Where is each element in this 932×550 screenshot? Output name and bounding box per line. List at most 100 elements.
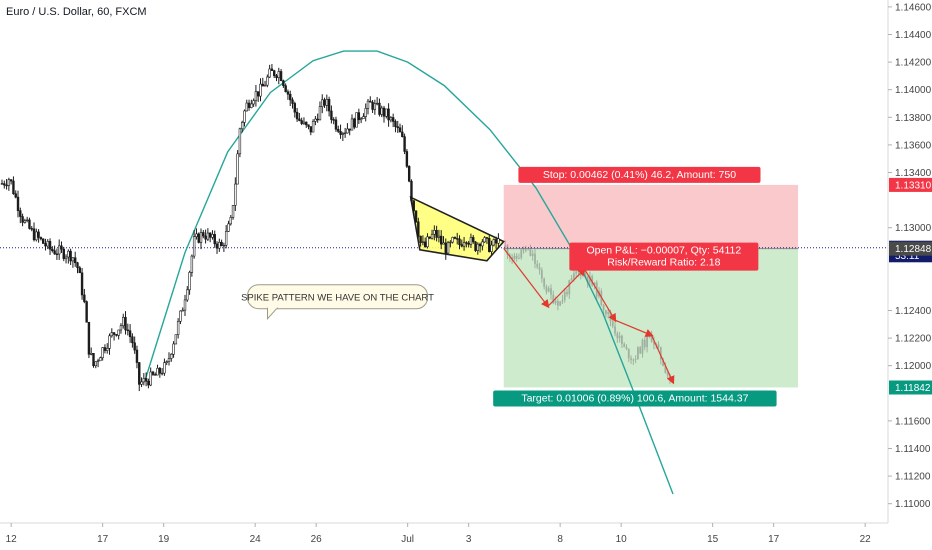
candle xyxy=(144,372,148,387)
ghost-candle xyxy=(568,279,571,299)
candle xyxy=(252,98,255,107)
candle-body xyxy=(7,179,11,186)
ghost-candle-body xyxy=(666,372,669,376)
time-tick-label: 19 xyxy=(158,534,170,545)
candle-body xyxy=(330,110,333,120)
candle xyxy=(343,127,347,138)
candle-body xyxy=(238,128,242,155)
candle xyxy=(158,366,162,378)
time-tick: 8 xyxy=(557,523,563,545)
candle xyxy=(83,288,86,304)
price-axis[interactable]: 1.14600 1.14400 1.14200 1.14000 1.13800 1.136… xyxy=(887,0,932,523)
projection-arrow xyxy=(584,268,617,323)
candle-body xyxy=(478,243,482,247)
time-tick-label: 22 xyxy=(860,534,872,545)
target-label-text: Target: 0.01006 (0.89%) 100.6, Amount: 1… xyxy=(521,392,748,404)
candle-body xyxy=(307,124,310,127)
candle xyxy=(192,230,196,259)
candle xyxy=(197,232,200,244)
candle xyxy=(202,230,205,239)
candle xyxy=(437,229,441,243)
candle-body xyxy=(343,132,347,135)
candle-body xyxy=(291,99,294,104)
candle xyxy=(94,361,97,369)
price-tick: 1.12200 xyxy=(888,334,932,345)
candle-body xyxy=(382,107,386,117)
ghost-candle xyxy=(534,249,536,269)
candle-body xyxy=(417,221,420,237)
candle-body xyxy=(21,216,24,223)
candle-body xyxy=(252,100,255,105)
ghost-candle xyxy=(559,301,562,307)
candle xyxy=(291,97,294,109)
candle xyxy=(240,120,244,133)
candle-body xyxy=(224,231,228,246)
candle xyxy=(37,229,40,243)
candle xyxy=(236,150,239,185)
ghost-candle xyxy=(621,334,623,349)
candle xyxy=(206,228,210,242)
ghost-candle xyxy=(550,284,552,300)
price-tick-label: 1.13000 xyxy=(895,223,932,234)
time-axis[interactable]: 12 17 19 24 26 Jul 3 8 10 15 17 22 xyxy=(0,522,888,545)
time-tick-label: 8 xyxy=(557,534,563,545)
candle-body xyxy=(55,253,59,256)
time-tick-label: 17 xyxy=(97,534,109,545)
candle xyxy=(350,114,354,131)
ghost-candle xyxy=(513,252,516,261)
ghost-candle xyxy=(520,249,523,260)
ghost-candle-body xyxy=(582,272,584,276)
time-tick: Jul xyxy=(401,523,414,545)
candle-body xyxy=(231,205,235,218)
ghost-candle-body xyxy=(556,301,559,306)
candle-body xyxy=(12,180,15,195)
candle-body xyxy=(213,234,216,245)
price-tag-text: 1.13310 xyxy=(895,180,932,191)
candle xyxy=(266,74,269,88)
candle-body xyxy=(460,244,463,247)
candle-body xyxy=(490,244,493,252)
candle-body xyxy=(69,250,72,262)
candle-body xyxy=(71,257,75,262)
candle-body xyxy=(268,68,271,78)
candle xyxy=(41,238,45,244)
ghost-candle xyxy=(602,303,605,316)
candle xyxy=(71,257,75,268)
candle xyxy=(371,99,374,113)
candle-body xyxy=(96,360,100,362)
candle-body xyxy=(277,71,280,79)
candle-body xyxy=(341,133,345,135)
candle-body xyxy=(179,310,182,322)
time-tick: 24 xyxy=(250,523,261,545)
candle xyxy=(307,124,310,130)
candle xyxy=(131,333,134,348)
open-pnl-label: Open P&L: −0.00007, Qty: 54112Risk/Rewar… xyxy=(569,242,759,271)
ghost-candle-body xyxy=(602,304,605,311)
candle-body xyxy=(74,257,77,264)
candle-body xyxy=(439,235,443,245)
candle-body xyxy=(366,100,370,109)
ghost-candle-body xyxy=(572,273,575,279)
price-tick-label: 1.12200 xyxy=(895,334,932,345)
candle xyxy=(396,120,399,133)
candle xyxy=(442,236,445,245)
candle-body xyxy=(85,301,88,323)
candle xyxy=(439,230,443,250)
ghost-candle xyxy=(637,346,639,360)
candle-body xyxy=(421,241,425,243)
candle-body xyxy=(446,242,450,254)
candle xyxy=(181,307,184,312)
price-tick-label: 1.11000 xyxy=(895,499,931,510)
price-tick-label: 1.11600 xyxy=(895,416,931,427)
candle xyxy=(234,177,237,211)
price-tick: 1.12400 xyxy=(888,306,932,317)
candle-body xyxy=(476,243,479,251)
candle-body xyxy=(190,255,194,273)
candle xyxy=(69,248,72,265)
candle xyxy=(430,229,434,240)
candle-body xyxy=(458,238,461,245)
candle xyxy=(261,77,264,87)
candle-body xyxy=(286,91,290,95)
candle xyxy=(46,239,49,250)
